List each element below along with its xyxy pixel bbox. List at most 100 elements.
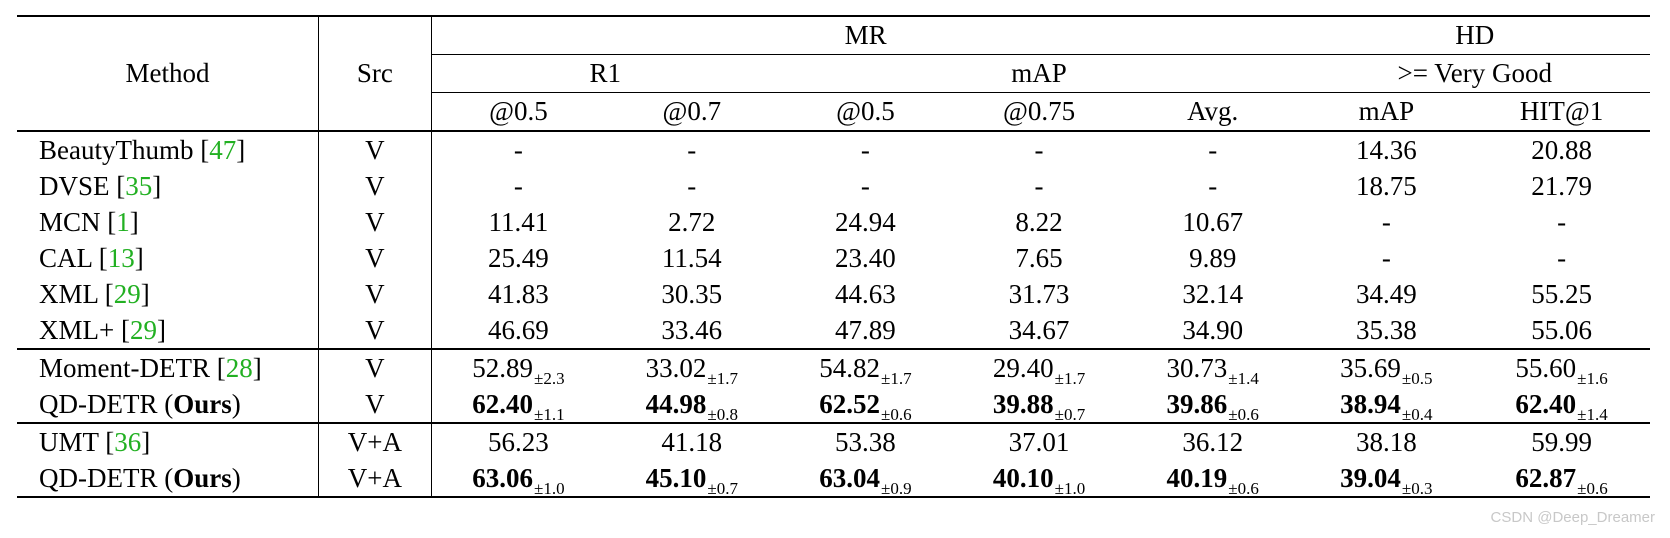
value-cell: 34.90 bbox=[1126, 312, 1300, 349]
metric-value: 55.25 bbox=[1531, 278, 1592, 309]
metric-value: 9.89 bbox=[1189, 242, 1237, 273]
std-dev: ±2.3 bbox=[534, 368, 565, 388]
metric-value: 30.35 bbox=[661, 278, 723, 309]
metric-value: 11.41 bbox=[488, 206, 549, 237]
table-row: QD-DETR (Ours) V 62.40±1.1 44.98±0.8 62.52±0… bbox=[17, 386, 1650, 423]
value-cell: 2.72 bbox=[605, 204, 779, 240]
method-cell: QD-DETR (Ours) bbox=[17, 460, 319, 498]
method-cell: CAL [13] bbox=[17, 240, 319, 276]
metric-value: 29.40 bbox=[992, 352, 1054, 383]
value-cell: 20.88 bbox=[1473, 130, 1650, 168]
metric-value: - bbox=[1557, 206, 1567, 237]
metric-value: - bbox=[1034, 134, 1044, 165]
metric-value: 25.49 bbox=[488, 242, 549, 273]
value-cell: 14.36 bbox=[1299, 130, 1474, 168]
metric-value: 37.01 bbox=[1008, 426, 1070, 457]
metric-value: - bbox=[687, 170, 697, 201]
table-row: BeautyThumb [47] V - - - - - 14.36 20.88 bbox=[17, 130, 1650, 168]
std-dev: ±0.7 bbox=[707, 478, 738, 498]
method-name: DVSE bbox=[39, 170, 110, 201]
method-name: CAL bbox=[39, 242, 92, 273]
metric-value: 54.82 bbox=[819, 352, 880, 383]
metric-value: 38.18 bbox=[1355, 426, 1417, 457]
metric-value: 34.67 bbox=[1008, 314, 1070, 345]
method-name: MCN bbox=[39, 206, 101, 237]
table-row: UMT [36] V+A 56.23 41.18 53.38 37.01 36.12 38.1… bbox=[17, 422, 1650, 460]
metric-value: - bbox=[513, 134, 523, 165]
value-cell: 45.10±0.7 bbox=[604, 460, 779, 498]
metric-value: 63.04 bbox=[819, 462, 880, 493]
src-cell: V bbox=[318, 204, 432, 240]
value-cell: 29.40±1.7 bbox=[952, 348, 1126, 387]
method-cell: UMT [36] bbox=[17, 422, 319, 460]
value-cell: - bbox=[605, 168, 779, 204]
citation-link[interactable]: 47 bbox=[209, 134, 237, 165]
header-r1: R1 bbox=[431, 54, 779, 93]
value-cell: - bbox=[431, 168, 605, 204]
value-cell: 30.73±1.4 bbox=[1125, 348, 1300, 387]
value-cell: - bbox=[1125, 130, 1300, 168]
citation-link[interactable]: 35 bbox=[125, 170, 153, 201]
std-dev: ±0.7 bbox=[1054, 404, 1086, 424]
value-cell: 35.38 bbox=[1300, 312, 1474, 349]
method-name: QD-DETR ( bbox=[39, 388, 174, 419]
value-cell: 39.86±0.6 bbox=[1126, 386, 1300, 423]
metric-value: 56.23 bbox=[488, 426, 549, 457]
src-cell: V bbox=[318, 130, 432, 168]
metric-value: 55.60 bbox=[1515, 352, 1577, 383]
value-cell: 33.46 bbox=[605, 312, 779, 349]
citation-link[interactable]: 13 bbox=[107, 242, 135, 273]
metric-value: 23.40 bbox=[835, 242, 896, 273]
metric-value: 10.67 bbox=[1182, 206, 1244, 237]
method-name: QD-DETR ( bbox=[39, 462, 174, 493]
std-dev: ±0.6 bbox=[1228, 478, 1259, 498]
std-dev: ±0.6 bbox=[1228, 404, 1259, 424]
value-cell: 31.73 bbox=[952, 276, 1126, 312]
metric-value: 8.22 bbox=[1015, 206, 1063, 237]
value-cell: 62.52±0.6 bbox=[779, 386, 953, 423]
value-cell: 18.75 bbox=[1300, 168, 1474, 204]
value-cell: - bbox=[778, 130, 953, 168]
value-cell: 30.35 bbox=[605, 276, 779, 312]
metric-value: 45.10 bbox=[645, 462, 707, 493]
value-cell: 59.99 bbox=[1473, 422, 1650, 460]
value-cell: 39.04±0.3 bbox=[1299, 460, 1474, 498]
std-dev: ±1.1 bbox=[534, 404, 565, 424]
metric-value: - bbox=[1034, 170, 1044, 201]
ours-label: Ours bbox=[173, 462, 232, 493]
citation-link[interactable]: 29 bbox=[129, 314, 157, 345]
header-sub-col: HIT@1 bbox=[1473, 92, 1650, 131]
citation-link[interactable]: 28 bbox=[225, 352, 253, 383]
metric-value: - bbox=[860, 170, 870, 201]
value-cell: 52.89±2.3 bbox=[431, 348, 605, 388]
table-row: XML+ [29] V 46.69 33.46 47.89 34.67 34.90 35.38… bbox=[17, 312, 1650, 349]
value-cell: 34.67 bbox=[952, 312, 1126, 349]
value-cell: 38.94±0.4 bbox=[1300, 386, 1474, 423]
ours-close-paren: ) bbox=[231, 388, 241, 419]
value-cell: 63.04±0.9 bbox=[778, 460, 953, 498]
value-cell: - bbox=[431, 130, 605, 168]
value-cell: 44.98±0.8 bbox=[605, 386, 779, 423]
metric-value: 31.73 bbox=[1008, 278, 1070, 309]
std-dev: ±1.6 bbox=[1577, 368, 1608, 388]
value-cell: 24.94 bbox=[779, 204, 953, 240]
value-cell: - bbox=[604, 130, 779, 168]
std-dev: ±1.0 bbox=[534, 478, 565, 498]
citation-link[interactable]: 29 bbox=[113, 278, 141, 309]
value-cell: 35.69±0.5 bbox=[1299, 348, 1474, 387]
citation-link[interactable]: 36 bbox=[114, 426, 142, 457]
src-cell: V bbox=[318, 386, 432, 423]
value-cell: 39.88±0.7 bbox=[952, 386, 1126, 423]
value-cell: 40.19±0.6 bbox=[1125, 460, 1300, 498]
value-cell: 62.40±1.1 bbox=[431, 386, 605, 423]
value-cell: - bbox=[1473, 204, 1650, 240]
value-cell: 40.10±1.0 bbox=[952, 460, 1126, 498]
metric-value: 21.79 bbox=[1531, 170, 1592, 201]
src-cell: V+A bbox=[318, 422, 432, 460]
std-dev: ±0.4 bbox=[1401, 404, 1433, 424]
method-name: Moment-DETR bbox=[39, 352, 210, 383]
metric-value: 20.88 bbox=[1531, 134, 1592, 165]
value-cell: 46.69 bbox=[431, 312, 605, 349]
header-sub-col: @0.7 bbox=[604, 92, 779, 131]
citation-link[interactable]: 1 bbox=[116, 206, 130, 237]
